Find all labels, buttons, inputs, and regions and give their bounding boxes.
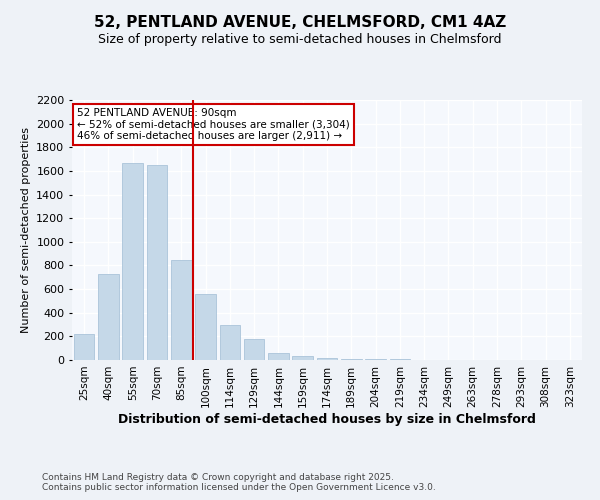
Text: Contains public sector information licensed under the Open Government Licence v3: Contains public sector information licen…: [42, 483, 436, 492]
Bar: [122, 162, 143, 360]
Bar: [171, 260, 191, 360]
Y-axis label: Number of semi-detached properties: Number of semi-detached properties: [20, 127, 31, 333]
Bar: [220, 325, 240, 360]
Text: 52 PENTLAND AVENUE: 90sqm
← 52% of semi-detached houses are smaller (3,304)
46% : 52 PENTLAND AVENUE: 90sqm ← 52% of semi-…: [77, 108, 350, 141]
Text: 52, PENTLAND AVENUE, CHELMSFORD, CM1 4AZ: 52, PENTLAND AVENUE, CHELMSFORD, CM1 4AZ: [94, 15, 506, 30]
Bar: [244, 340, 265, 360]
Bar: [341, 359, 362, 360]
Bar: [317, 358, 337, 360]
Bar: [74, 334, 94, 360]
Text: Size of property relative to semi-detached houses in Chelmsford: Size of property relative to semi-detach…: [98, 32, 502, 46]
Bar: [292, 356, 313, 360]
Text: Contains HM Land Registry data © Crown copyright and database right 2025.: Contains HM Land Registry data © Crown c…: [42, 473, 394, 482]
Bar: [146, 165, 167, 360]
Bar: [268, 353, 289, 360]
Bar: [365, 359, 386, 360]
Text: Distribution of semi-detached houses by size in Chelmsford: Distribution of semi-detached houses by …: [118, 412, 536, 426]
Bar: [98, 274, 119, 360]
Bar: [195, 294, 216, 360]
